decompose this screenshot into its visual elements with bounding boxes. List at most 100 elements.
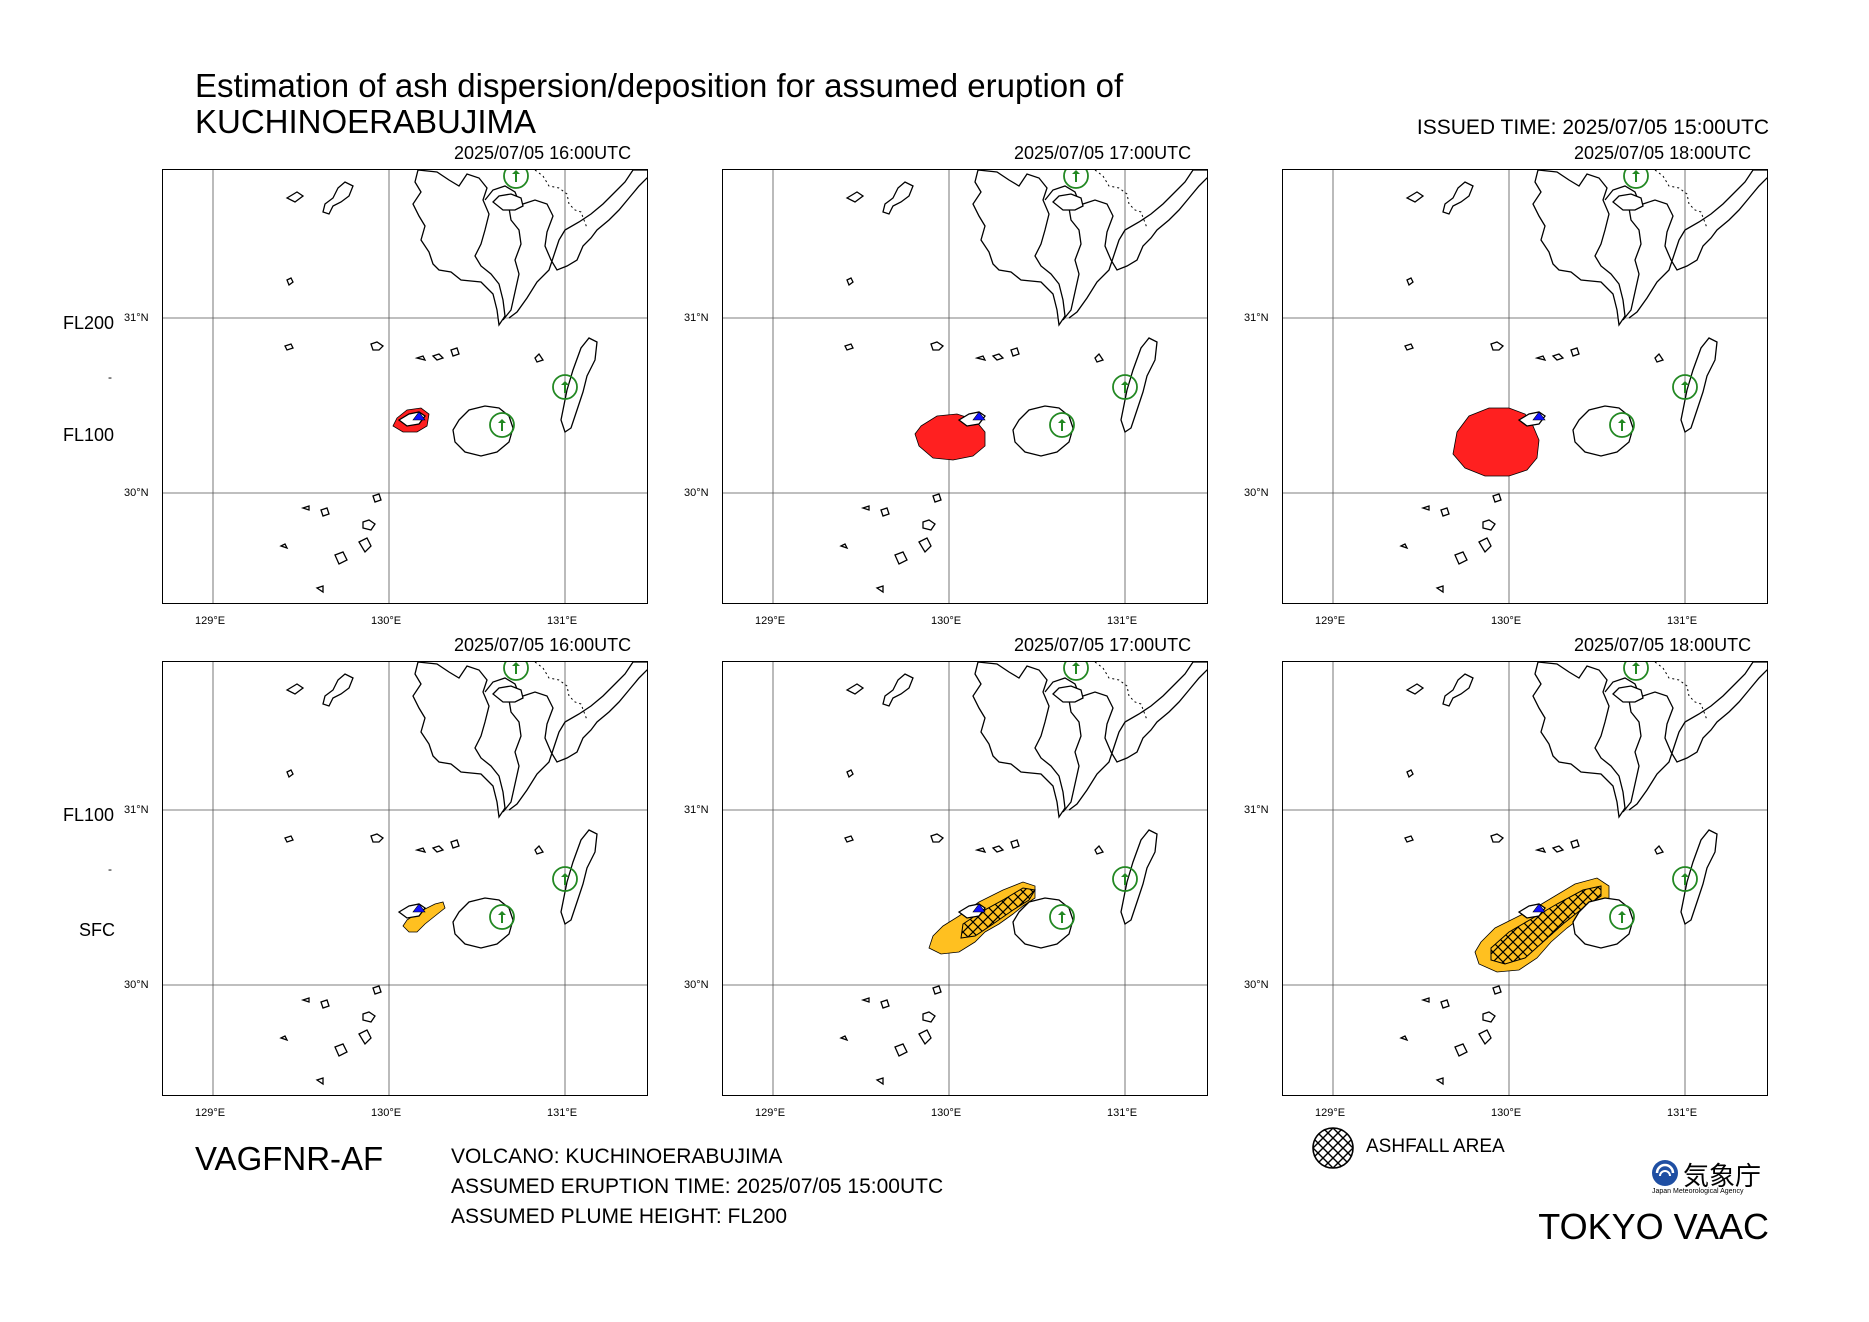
airport-circle-icon bbox=[489, 412, 515, 438]
coastline-tiny1 bbox=[320, 507, 330, 517]
coastline-suwanose bbox=[918, 1029, 932, 1046]
coastline-takeshima bbox=[534, 844, 545, 855]
coastline-osumi bbox=[1068, 170, 1207, 319]
lon-label-130-r1c3: 130°E bbox=[1491, 615, 1522, 627]
row1-layer-bottom: FL100 bbox=[63, 425, 115, 445]
map-svg bbox=[163, 170, 647, 603]
coastline-kuroshima bbox=[846, 277, 854, 287]
coastline-kuroshima bbox=[846, 769, 854, 779]
coastline-sakurajima bbox=[492, 193, 524, 211]
airport-circle-icon bbox=[1623, 170, 1649, 189]
airport-circle-icon bbox=[1623, 662, 1649, 681]
coastline-koshiki2 bbox=[845, 683, 865, 695]
coastline-kyushuW bbox=[1532, 170, 1626, 327]
lon-label-129-r1c2: 129°E bbox=[755, 615, 786, 627]
coastline-akuseki bbox=[894, 551, 908, 565]
ashfall-hatched-area bbox=[960, 887, 1036, 939]
title-line-1: Estimation of ash dispersion/deposition … bbox=[195, 67, 1124, 104]
airport-circle-icon bbox=[1049, 904, 1075, 930]
coastline-sakurajima bbox=[1052, 685, 1084, 703]
coastline-tiny1 bbox=[320, 999, 330, 1009]
coastline-suwanose bbox=[358, 537, 372, 554]
airport-circle-icon bbox=[503, 170, 529, 189]
coastline-tanegashima bbox=[560, 337, 598, 434]
coastline-suwanose bbox=[1478, 537, 1492, 554]
coastline-tiny1 bbox=[1440, 507, 1450, 517]
coastline-sakurajima bbox=[1612, 685, 1644, 703]
coastline-kagoshimaBay bbox=[484, 185, 522, 321]
coastline-tokara2 bbox=[279, 543, 289, 550]
coastline-yakushima bbox=[452, 405, 514, 457]
coastline-koshiki1 bbox=[882, 181, 914, 215]
coastline-akuseki bbox=[894, 1043, 908, 1057]
coastline-kuchinoshima bbox=[1492, 985, 1502, 995]
coastline-tiny1 bbox=[1440, 999, 1450, 1009]
coastline-yakushima bbox=[1572, 897, 1634, 949]
coastline-mishima2 bbox=[1010, 347, 1020, 357]
lat-label-30-r2c2: 30°N bbox=[684, 979, 709, 991]
coastline-osumi bbox=[1628, 170, 1767, 319]
coastline-isl1 bbox=[284, 343, 294, 351]
lat-label-31-r2c3: 31°N bbox=[1244, 804, 1269, 816]
coastline-isl2 bbox=[370, 341, 385, 351]
airport-circle-icon bbox=[1112, 374, 1138, 400]
lon-label-129-r1c1: 129°E bbox=[195, 615, 226, 627]
map-svg bbox=[163, 662, 647, 1095]
coastline-mishima3 bbox=[414, 355, 427, 361]
lon-label-130-r2c1: 130°E bbox=[371, 1107, 402, 1119]
coastline-takara bbox=[875, 585, 884, 594]
info-eruption-time: ASSUMED ERUPTION TIME: 2025/07/05 15:00U… bbox=[451, 1175, 944, 1198]
jma-name-en: Japan Meteorological Agency bbox=[1652, 1188, 1744, 1195]
coastline-koshiki1 bbox=[322, 673, 354, 707]
airport-circle-icon bbox=[503, 662, 529, 681]
map-panel-r2c1 bbox=[162, 661, 648, 1096]
coastline-kyushuW bbox=[412, 170, 506, 327]
coastline-takara bbox=[1435, 585, 1444, 594]
coastline-mishima1 bbox=[991, 845, 1005, 853]
coastline-isl1 bbox=[844, 835, 854, 843]
volcano-triangle-icon bbox=[412, 411, 426, 421]
row1-layer-top: FL200 bbox=[63, 313, 115, 333]
coastline-isl1 bbox=[844, 343, 854, 351]
coastline-kuroshima bbox=[1406, 277, 1414, 287]
panel-time-r2c1: 2025/07/05 16:00UTC bbox=[454, 635, 632, 655]
page-title: Estimation of ash dispersion/deposition … bbox=[195, 68, 1123, 140]
coastline-isl2 bbox=[370, 833, 385, 843]
coastline-yakushima bbox=[1572, 405, 1634, 457]
lon-label-130-r1c1: 130°E bbox=[371, 615, 402, 627]
dispersion-area bbox=[1452, 407, 1540, 477]
lon-label-131-r2c2: 131°E bbox=[1107, 1107, 1138, 1119]
lon-label-131-r2c1: 131°E bbox=[547, 1107, 578, 1119]
deposition-area bbox=[402, 901, 446, 933]
coastline-sakurajima bbox=[492, 685, 524, 703]
coastline-koshiki1 bbox=[1442, 181, 1474, 215]
coastline-tokara2 bbox=[279, 1035, 289, 1042]
coastline-kuroshima bbox=[1406, 769, 1414, 779]
issued-time: ISSUED TIME: 2025/07/05 15:00UTC bbox=[1416, 116, 1769, 139]
lat-label-31-r2c2: 31°N bbox=[684, 804, 709, 816]
coastline-tanegashima bbox=[1120, 829, 1158, 926]
coastline-mishima3 bbox=[974, 847, 987, 853]
map-svg bbox=[1283, 662, 1767, 1095]
coastline-kuroshima bbox=[286, 277, 294, 287]
row1-layer-sep: - bbox=[108, 370, 112, 384]
coastline-kuchinoshima bbox=[932, 985, 942, 995]
map-panel-r1c1 bbox=[162, 169, 648, 604]
coastline-tanegashima bbox=[1120, 337, 1158, 434]
panel-time-r2c2: 2025/07/05 17:00UTC bbox=[1014, 635, 1192, 655]
coastline-suwanose bbox=[358, 1029, 372, 1046]
coastline-kagoshimaBay bbox=[1604, 185, 1642, 321]
lat-label-30-r1c2: 30°N bbox=[684, 487, 709, 499]
coastline-koshiki1 bbox=[882, 673, 914, 707]
volcano-triangle-icon bbox=[1532, 411, 1546, 421]
coastline-mishima1 bbox=[1551, 845, 1565, 853]
coastline-isl2 bbox=[930, 341, 945, 351]
lat-label-31-r1c1: 31°N bbox=[124, 312, 149, 324]
coastline-nakano bbox=[922, 519, 936, 531]
coastline-osumi bbox=[508, 170, 647, 319]
lon-label-129-r1c3: 129°E bbox=[1315, 615, 1346, 627]
coastline-mishima2 bbox=[1570, 839, 1580, 849]
coastline-tokara1 bbox=[1420, 505, 1430, 511]
map-svg bbox=[723, 662, 1207, 1095]
coastline-tokara2 bbox=[1399, 543, 1409, 550]
